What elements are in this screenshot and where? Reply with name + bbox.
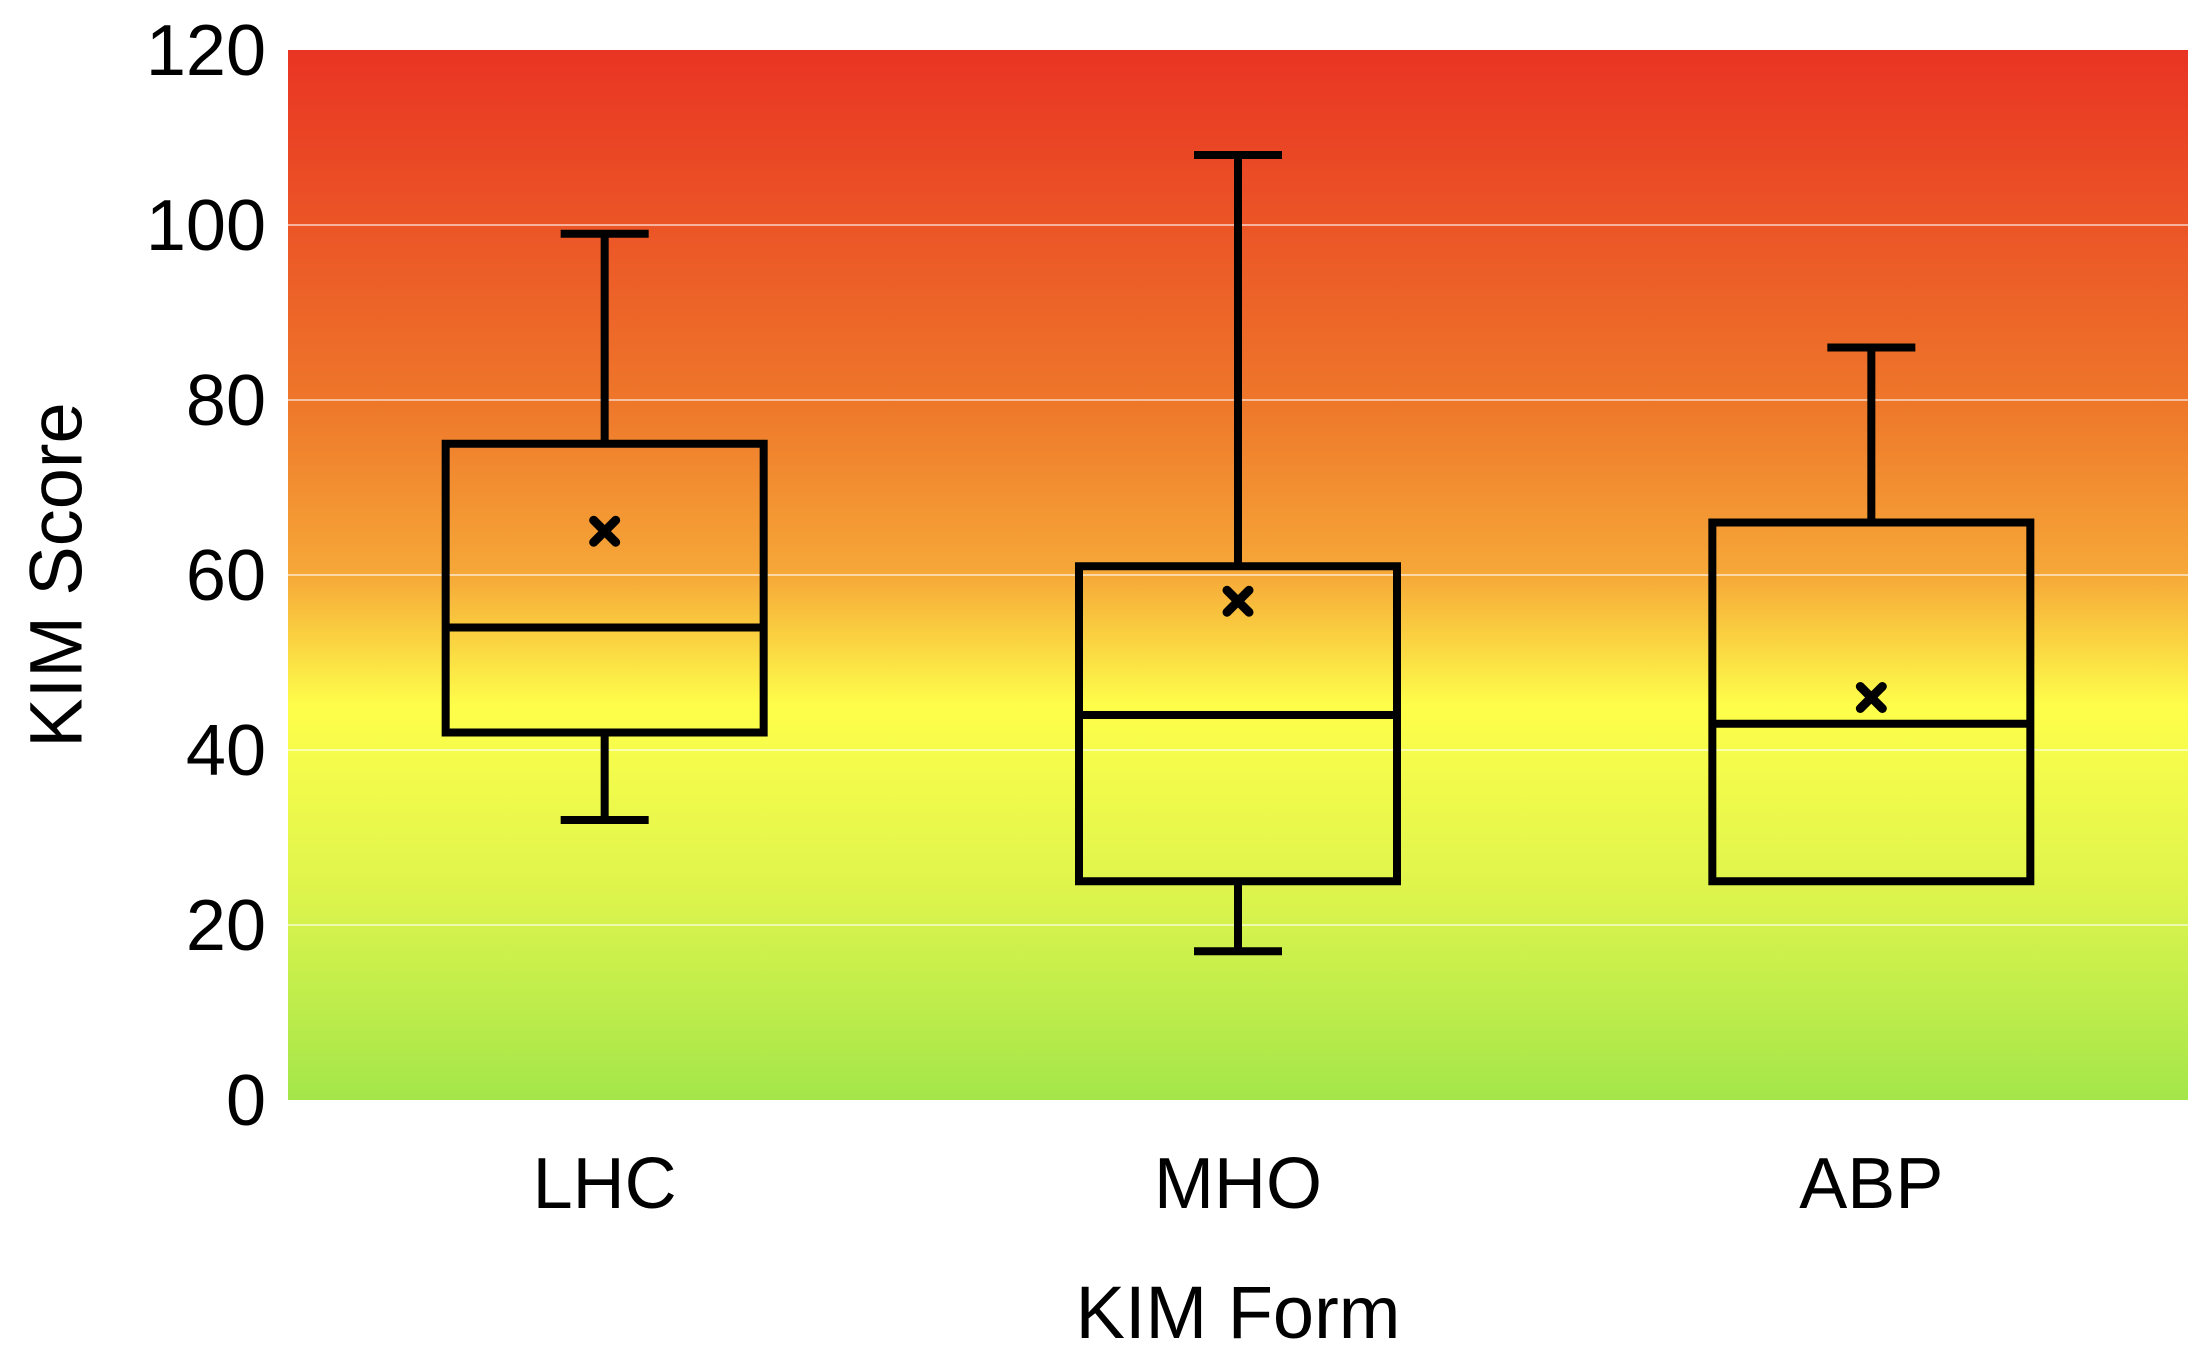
- y-tick-label-120: 120: [146, 11, 266, 91]
- box-lhc: [441, 229, 768, 824]
- box-abp: [1708, 343, 2035, 886]
- x-tick-label-lhc: LHC: [533, 1144, 677, 1224]
- mean-marker-abp: [1855, 682, 1887, 713]
- x-axis-tick-labels: LHC MHO ABP: [533, 1144, 1944, 1224]
- x-axis-title: KIM Form: [1076, 1271, 1401, 1354]
- iqr-box-abp: [1708, 518, 2035, 886]
- y-axis-title: KIM Score: [15, 402, 98, 747]
- mean-marker-lhc: [589, 515, 621, 547]
- y-tick-label-100: 100: [146, 186, 266, 266]
- y-tick-label-40: 40: [186, 711, 266, 791]
- y-tick-label-0: 0: [226, 1061, 266, 1141]
- mean-marker-mho: [1222, 585, 1254, 617]
- y-tick-label-60: 60: [186, 536, 266, 616]
- y-axis-tick-labels: 0 20 40 60 80 100 120: [146, 11, 266, 1141]
- iqr-box-mho: [1075, 562, 1401, 886]
- box-mho: [1075, 151, 1401, 956]
- box-series: [441, 151, 2035, 956]
- x-tick-label-abp: ABP: [1799, 1144, 1943, 1224]
- iqr-box-lhc: [441, 439, 768, 737]
- y-tick-label-80: 80: [186, 361, 266, 441]
- y-tick-label-20: 20: [186, 886, 266, 966]
- x-tick-label-mho: MHO: [1154, 1144, 1322, 1224]
